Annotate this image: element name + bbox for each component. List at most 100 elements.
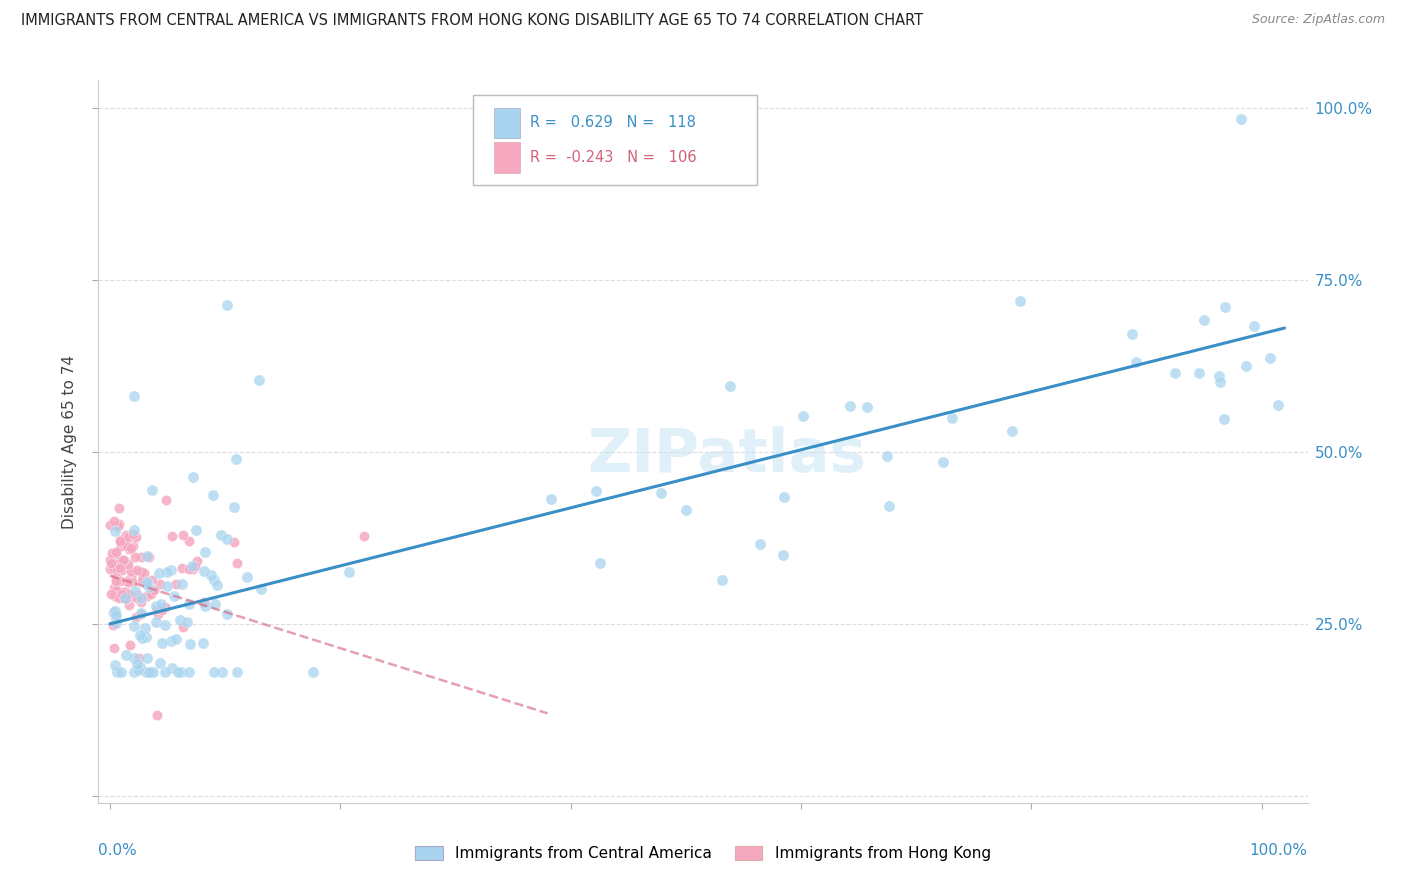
Point (135, 631, 157, 645)
Point (209, 528, 232, 542)
Point (107, 518, 129, 533)
Text: 0.0%: 0.0% (98, 843, 138, 857)
Point (186, 523, 208, 537)
Point (134, 566, 156, 580)
Point (149, 656, 172, 670)
Point (176, 615, 198, 630)
Point (193, 595, 215, 609)
Point (142, 665, 165, 679)
Point (127, 663, 149, 677)
Point (177, 665, 200, 679)
Point (104, 604, 127, 618)
Y-axis label: Disability Age 65 to 74: Disability Age 65 to 74 (62, 354, 77, 529)
Point (138, 665, 160, 679)
Point (170, 561, 193, 575)
Point (101, 546, 124, 560)
Point (118, 598, 141, 612)
Point (193, 636, 215, 650)
Point (107, 589, 129, 603)
Point (225, 556, 247, 570)
Point (117, 557, 139, 571)
Point (149, 577, 172, 591)
Point (135, 651, 157, 665)
Point (1230, 112, 1253, 127)
Point (118, 638, 141, 652)
Point (135, 549, 157, 564)
Point (941, 411, 963, 425)
Point (108, 560, 131, 574)
Point (127, 563, 149, 577)
Point (112, 553, 135, 567)
Point (98, 562, 121, 576)
Point (129, 606, 152, 620)
Point (156, 565, 179, 579)
Point (181, 562, 204, 576)
Point (179, 636, 201, 650)
Point (149, 597, 172, 611)
Point (225, 452, 247, 467)
Point (200, 568, 222, 582)
Point (121, 574, 143, 589)
Point (122, 651, 145, 665)
Point (105, 551, 128, 566)
Point (1121, 327, 1143, 342)
Point (932, 455, 955, 469)
Point (108, 501, 131, 516)
Point (98, 518, 121, 533)
Point (101, 617, 124, 632)
Point (215, 607, 238, 621)
Point (105, 608, 128, 623)
Text: R =  -0.243   N =   106: R = -0.243 N = 106 (530, 150, 697, 165)
Point (146, 708, 169, 723)
Point (152, 603, 174, 617)
Point (193, 565, 215, 579)
Point (100, 587, 122, 601)
Point (159, 634, 181, 648)
Point (103, 561, 125, 575)
Point (129, 594, 152, 608)
Point (108, 516, 131, 531)
Point (585, 484, 607, 499)
Point (135, 575, 157, 590)
Point (792, 409, 814, 423)
Point (131, 568, 153, 582)
Point (1258, 351, 1281, 366)
Point (139, 587, 162, 601)
Point (160, 661, 183, 675)
Point (247, 372, 270, 386)
Point (204, 597, 226, 611)
Point (117, 539, 139, 553)
Point (108, 533, 131, 547)
Point (120, 570, 142, 584)
Point (194, 545, 217, 559)
Point (110, 534, 132, 549)
Point (179, 597, 201, 611)
Point (111, 587, 134, 601)
Point (112, 534, 135, 549)
Text: Source: ZipAtlas.com: Source: ZipAtlas.com (1251, 13, 1385, 27)
Point (135, 577, 157, 591)
Point (134, 621, 156, 635)
Point (129, 660, 152, 674)
Point (236, 570, 259, 584)
FancyBboxPatch shape (474, 95, 758, 185)
Point (675, 503, 697, 517)
Point (1213, 301, 1236, 315)
Point (124, 583, 146, 598)
Point (170, 576, 193, 591)
Point (103, 514, 125, 528)
Point (129, 628, 152, 642)
Point (127, 588, 149, 602)
Point (224, 535, 246, 549)
Point (104, 545, 127, 559)
Point (117, 575, 139, 590)
Point (302, 665, 325, 679)
Point (103, 605, 125, 619)
Point (146, 607, 169, 621)
Point (135, 665, 157, 679)
Point (179, 562, 201, 576)
Point (856, 401, 879, 415)
Point (124, 550, 146, 565)
Point (125, 657, 148, 671)
Point (1008, 294, 1031, 309)
